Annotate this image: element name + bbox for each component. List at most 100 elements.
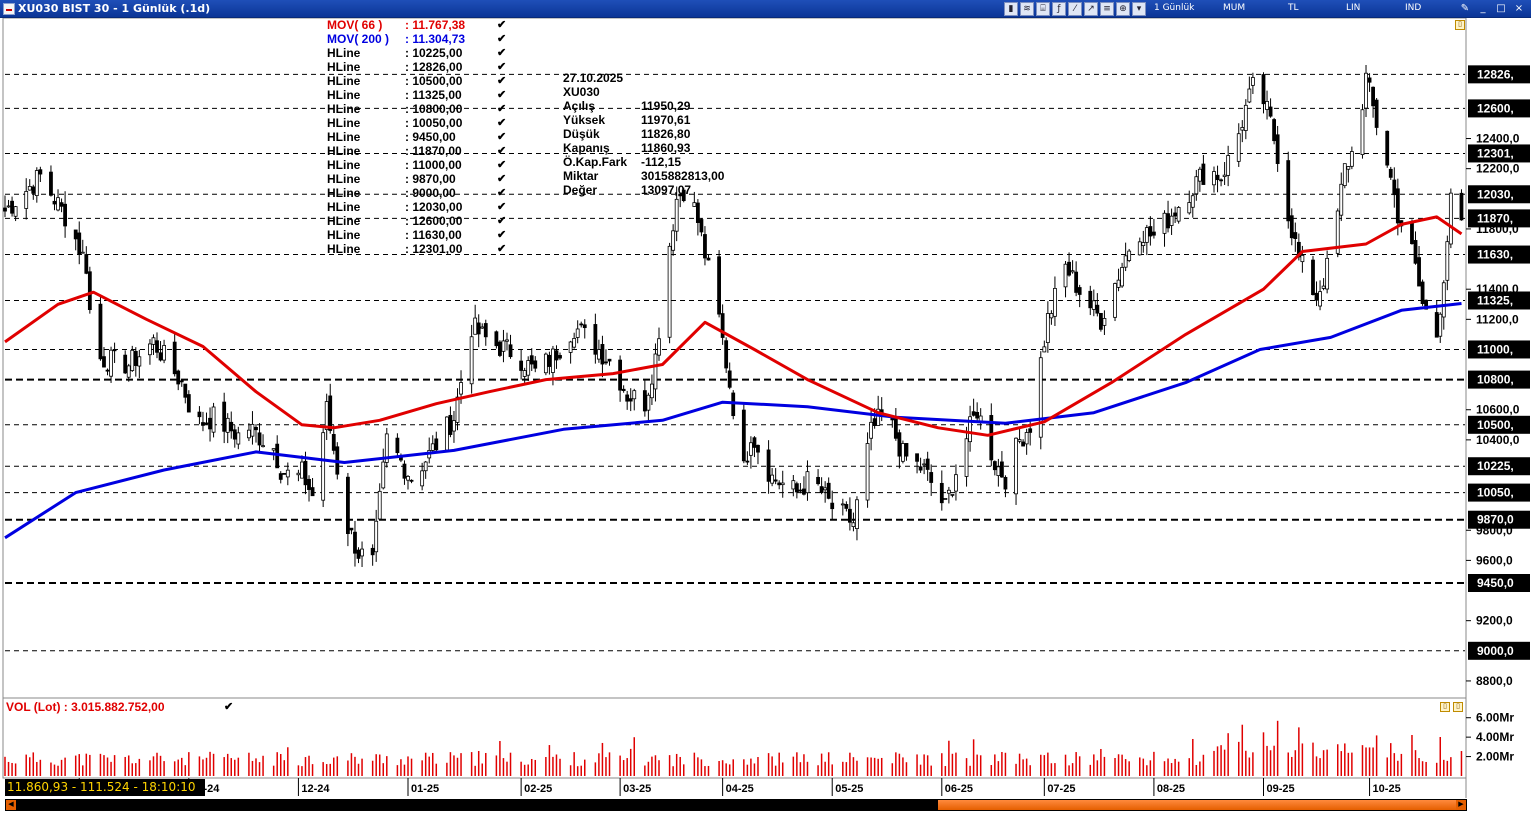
legend-check-icon[interactable]: ✔ <box>497 187 507 199</box>
legend-check-icon[interactable]: ✔ <box>497 145 507 157</box>
legend-check-icon[interactable]: ✔ <box>497 243 507 255</box>
candle-body <box>109 349 113 377</box>
candle-body <box>830 502 835 510</box>
volume-settings-icon[interactable]: ▯ <box>1440 702 1450 712</box>
candle-body <box>1371 86 1375 107</box>
hline-label-bg <box>1468 99 1530 118</box>
template-icon[interactable]: ⌸ <box>1036 2 1050 16</box>
pin-icon[interactable]: ✎ <box>1460 3 1470 14</box>
legend-row[interactable]: HLine: 10500,00 ✔ <box>327 74 509 88</box>
trend-tool-icon[interactable]: ↗ <box>1084 2 1098 16</box>
timeframe-button[interactable]: 1 Günlük <box>1154 3 1195 13</box>
candle-body <box>628 398 633 402</box>
scroll-right-icon[interactable]: ▶ <box>1456 800 1466 810</box>
legend-check-icon[interactable]: ✔ <box>497 131 507 143</box>
legend-check-icon[interactable]: ✔ <box>497 201 507 213</box>
chart-type-button[interactable]: MUM <box>1223 3 1246 13</box>
candle-body <box>197 411 202 418</box>
currency-button[interactable]: TL <box>1288 3 1299 13</box>
legend-row[interactable]: HLine: 11870,00 ✔ <box>327 144 509 158</box>
candle-body <box>208 417 212 430</box>
legend-row[interactable]: HLine: 11000,00 ✔ <box>327 158 509 172</box>
legend-row[interactable]: HLine: 9000,00 ✔ <box>327 186 509 200</box>
legend-check-icon[interactable]: ✔ <box>497 61 507 73</box>
legend-name: HLine <box>327 200 361 214</box>
indicator-button[interactable]: IND <box>1405 3 1422 13</box>
zoom-icon[interactable]: ⊕ <box>1116 2 1130 16</box>
legend-row[interactable]: HLine: 12030,00 ✔ <box>327 200 509 214</box>
maximize-button[interactable]: □ <box>1496 3 1506 14</box>
legend-check-icon[interactable]: ✔ <box>497 47 507 59</box>
candle-body <box>204 422 209 425</box>
candle-body <box>950 493 955 496</box>
bar-style-icon[interactable]: ▮ <box>1004 2 1018 16</box>
legend-row[interactable]: HLine: 12600,00 ✔ <box>327 214 509 228</box>
legend-check-icon[interactable]: ✔ <box>497 229 507 241</box>
chart-settings-icon[interactable]: ▯ <box>1455 20 1465 30</box>
price-tick-label: 9600,0 <box>1476 553 1513 567</box>
legend-check-icon[interactable]: ✔ <box>497 33 507 45</box>
draw-line-icon[interactable]: ⁄ <box>1068 2 1082 16</box>
legend-row[interactable]: HLine: 9450,00 ✔ <box>327 130 509 144</box>
legend-check-icon[interactable]: ✔ <box>497 89 507 101</box>
scale-button[interactable]: LIN <box>1346 3 1361 13</box>
candle-body <box>925 458 930 470</box>
legend-row[interactable]: HLine: 11325,00 ✔ <box>327 88 509 102</box>
legend-row[interactable]: HLine: 12826,00 ✔ <box>327 60 509 74</box>
price-chart[interactable]: 12826, 12600, 12301, 12030, 11870, 11630, 1132… <box>0 18 1531 798</box>
candle-body <box>575 328 580 338</box>
legend-row[interactable]: MOV( 200 ): 11.304,73 ✔ <box>327 32 509 46</box>
candle-body <box>1141 242 1146 247</box>
candle-body <box>501 340 506 352</box>
legend-row[interactable]: HLine: 10050,00 ✔ <box>327 116 509 130</box>
scroll-left-icon[interactable]: ◀ <box>6 800 16 810</box>
legend-row[interactable]: HLine: 12301,00 ✔ <box>327 242 509 256</box>
legend-check-icon[interactable]: ✔ <box>497 173 507 185</box>
minimize-button[interactable]: _ <box>1480 3 1486 14</box>
volume-check-icon[interactable]: ✔ <box>224 701 234 713</box>
hline-label: 9870,0 <box>1477 513 1514 527</box>
hline-label-bg <box>1468 370 1530 389</box>
legend-check-icon[interactable]: ✔ <box>497 19 507 31</box>
legend-row[interactable]: MOV( 66 ): 11.767,38 ✔ <box>327 18 509 32</box>
candle-body <box>3 207 7 212</box>
candle-body <box>1289 215 1294 239</box>
candle-body <box>547 354 552 367</box>
close-button[interactable]: × <box>1514 3 1524 14</box>
candle-body <box>1102 318 1107 326</box>
legend-row[interactable]: HLine: 11630,00 ✔ <box>327 228 509 242</box>
candle-body <box>943 498 948 500</box>
candle-body <box>459 382 463 395</box>
time-scrollbar[interactable]: ◀ ▶ <box>5 799 1467 811</box>
window-titlebar: XU030 BIST 30 - 1 Günlük (.1d) ▮ ≋ ⌸ ƒ ⁄… <box>0 0 1531 18</box>
candle-body <box>650 383 654 399</box>
candle-body <box>642 390 647 412</box>
scroll-thumb[interactable] <box>938 800 1457 810</box>
candle-body <box>183 383 188 398</box>
candle-body <box>1074 271 1079 293</box>
legend-check-icon[interactable]: ✔ <box>497 75 507 87</box>
fib-tool-icon[interactable]: ≡ <box>1100 2 1114 16</box>
candle-body <box>1339 183 1344 216</box>
legend-name: HLine <box>327 214 361 228</box>
formula-icon[interactable]: ƒ <box>1052 2 1066 16</box>
legend-row[interactable]: HLine: 10225,00 ✔ <box>327 46 509 60</box>
candle-body <box>964 438 969 477</box>
legend-check-icon[interactable]: ✔ <box>497 215 507 227</box>
info-label: Düşük <box>563 127 600 141</box>
info-row: Düşük 11826,80 <box>563 127 724 141</box>
indicator-icon[interactable]: ≋ <box>1020 2 1034 16</box>
dropdown-chevron-icon[interactable]: ▾ <box>1132 2 1146 16</box>
legend-check-icon[interactable]: ✔ <box>497 117 507 129</box>
legend-check-icon[interactable]: ✔ <box>497 103 507 115</box>
candle-body <box>384 433 389 463</box>
candle-body <box>370 547 375 556</box>
volume-close-icon[interactable]: ▯ <box>1453 702 1463 712</box>
hline-label-bg <box>1468 144 1530 163</box>
legend-row[interactable]: HLine: 10800,00 ✔ <box>327 102 509 116</box>
candle-body <box>31 186 36 194</box>
legend-row[interactable]: HLine: 9870,00 ✔ <box>327 172 509 186</box>
legend-check-icon[interactable]: ✔ <box>497 159 507 171</box>
candle-body <box>1077 287 1082 295</box>
price-tick-label: 8800,0 <box>1476 674 1513 688</box>
